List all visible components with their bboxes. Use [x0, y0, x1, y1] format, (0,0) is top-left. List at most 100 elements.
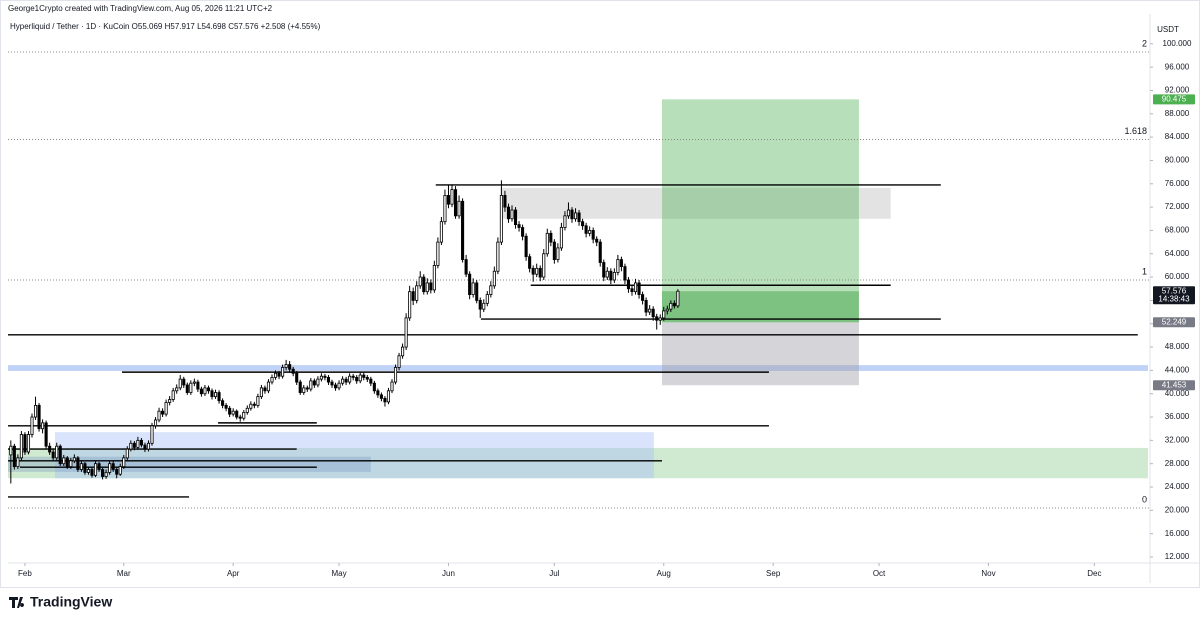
- y-tick-label: 24.000: [1165, 482, 1190, 491]
- candle-body: [552, 241, 556, 260]
- candle-body: [132, 442, 136, 448]
- candle-body: [365, 376, 369, 380]
- candle-body: [213, 392, 218, 398]
- candle-body: [86, 469, 91, 473]
- candle-body: [376, 390, 380, 396]
- candle-body: [531, 267, 535, 275]
- candle-body: [538, 267, 542, 278]
- y-tick-label: 16.000: [1165, 529, 1190, 538]
- candle-body: [390, 381, 394, 392]
- fib-label: 1.618: [1124, 126, 1147, 136]
- candle-body: [224, 404, 228, 409]
- candle-body: [665, 308, 669, 312]
- entry-tag: 52.249: [1162, 317, 1187, 326]
- candle-body: [513, 209, 518, 226]
- candle-body: [93, 463, 98, 476]
- candle-body: [528, 256, 532, 269]
- candle-body: [496, 241, 500, 272]
- candle-body: [72, 457, 76, 462]
- candle-body: [503, 195, 507, 208]
- y-tick-label: 60.000: [1165, 272, 1190, 281]
- y-tick-label: 48.000: [1165, 342, 1190, 351]
- candle-body: [566, 209, 571, 217]
- fib-label: 0: [1142, 494, 1147, 504]
- candle-body: [351, 375, 355, 378]
- candle-body: [379, 394, 383, 399]
- candle-body: [404, 317, 408, 348]
- candle-body: [249, 403, 253, 409]
- candle-body: [221, 400, 225, 406]
- symbol-title: Hyperliquid / Tether · 1D · KuCoin O55.0…: [10, 22, 321, 31]
- candle-body: [545, 232, 549, 255]
- target-tag-bg: [1153, 94, 1195, 105]
- candle-body: [344, 378, 348, 383]
- candle-body: [326, 376, 331, 383]
- candle-body: [69, 460, 73, 468]
- candle-body: [217, 392, 221, 402]
- candle-body: [591, 230, 595, 240]
- candle-body: [55, 445, 59, 459]
- candle-body: [19, 434, 23, 459]
- candle-body: [337, 382, 341, 389]
- x-tick-label: Aug: [657, 569, 671, 578]
- x-tick-label: Apr: [227, 569, 240, 578]
- candle-body: [125, 448, 129, 459]
- candle-body: [298, 381, 302, 393]
- candle-body: [415, 285, 419, 301]
- candle-body: [584, 225, 588, 234]
- candle-body: [461, 200, 465, 260]
- candle-body: [549, 232, 553, 243]
- candle-body: [485, 294, 489, 304]
- candle-body: [492, 270, 496, 287]
- candle-body: [672, 302, 676, 307]
- candle-body: [439, 221, 443, 243]
- candle-body: [273, 372, 278, 378]
- candle-body: [425, 282, 429, 293]
- candle-body: [648, 308, 652, 313]
- candle-body: [655, 316, 659, 321]
- stop-tag: 41.453: [1162, 380, 1187, 389]
- y-tick-label: 32.000: [1165, 435, 1190, 444]
- candle-body: [316, 378, 320, 386]
- candle-body: [521, 227, 525, 237]
- candle-body: [139, 439, 143, 446]
- brand: TradingView: [30, 594, 112, 610]
- candle-body: [362, 374, 366, 378]
- last-price-tag-bg: [1153, 286, 1195, 305]
- x-tick-label: Dec: [1087, 569, 1101, 578]
- candle-body: [468, 273, 472, 295]
- candle-body: [598, 241, 602, 263]
- candle-body: [619, 259, 623, 267]
- candle-body: [76, 457, 80, 470]
- candle-body: [443, 195, 447, 223]
- candle-body: [168, 399, 172, 403]
- candle-body: [150, 425, 154, 444]
- candle-body: [259, 387, 263, 398]
- last-price-tag: 57.576: [1162, 286, 1187, 295]
- candle-body: [609, 270, 613, 281]
- candle-body: [432, 265, 436, 291]
- candle-body: [44, 422, 48, 447]
- candle-body: [185, 384, 189, 393]
- candle-body: [118, 466, 122, 475]
- x-tick-label: Jul: [549, 569, 559, 578]
- candle-body: [605, 270, 609, 278]
- candle-body: [573, 212, 578, 220]
- candle-body: [411, 291, 415, 301]
- y-tick-label: 84.000: [1165, 132, 1190, 141]
- y-tick-label: 96.000: [1165, 62, 1190, 71]
- candle-body: [231, 410, 235, 415]
- candle-body: [312, 380, 316, 386]
- candle-body: [164, 402, 168, 415]
- candle-body: [30, 416, 34, 435]
- open-profit: [662, 291, 859, 323]
- x-tick-label: Feb: [18, 569, 32, 578]
- candle-body: [256, 396, 260, 406]
- candle-body: [146, 442, 151, 450]
- y-tick-label: 44.000: [1165, 365, 1190, 374]
- zone: [500, 187, 891, 219]
- candle-body: [506, 206, 511, 220]
- candle-body: [429, 282, 433, 291]
- candle-body: [581, 221, 585, 227]
